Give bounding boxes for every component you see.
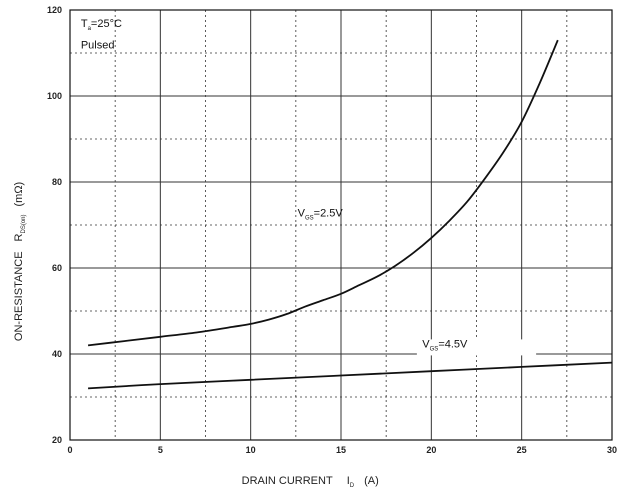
x-axis-title: DRAIN CURRENT ID (A) bbox=[242, 475, 379, 489]
condition-pulsed: Pulsed bbox=[81, 40, 115, 52]
condition-temperature: Ta=25°C bbox=[81, 18, 122, 32]
series-line-vgs-4-5v bbox=[88, 361, 613, 390]
x-tick-labels: 0 5 10 15 20 25 30 bbox=[67, 445, 617, 455]
series-label-vgs-2-5v: VGS=2.5V bbox=[298, 207, 344, 221]
series-label-vgs-4-5v: VGS=4.5V bbox=[422, 339, 468, 353]
x-tick-label: 15 bbox=[336, 445, 346, 455]
series-lines bbox=[87, 39, 613, 390]
x-tick-label: 0 bbox=[67, 445, 72, 455]
x-tick-label: 30 bbox=[607, 445, 617, 455]
y-tick-label: 120 bbox=[47, 5, 62, 15]
y-tick-label: 40 bbox=[52, 349, 62, 359]
y-tick-label: 80 bbox=[52, 177, 62, 187]
x-tick-label: 25 bbox=[517, 445, 527, 455]
y-axis-title: ON-RESISTANCERDS(on)(mΩ) bbox=[13, 182, 27, 341]
series-line-vgs-2-5v bbox=[87, 39, 559, 347]
x-tick-label: 10 bbox=[246, 445, 256, 455]
series-label-background bbox=[416, 339, 537, 356]
plot-frame bbox=[69, 9, 613, 441]
grid bbox=[70, 10, 612, 440]
y-tick-label: 100 bbox=[47, 91, 62, 101]
y-tick-labels: 20 40 60 80 100 120 bbox=[47, 5, 62, 445]
y-tick-label: 60 bbox=[52, 263, 62, 273]
x-tick-label: 5 bbox=[158, 445, 163, 455]
y-tick-label: 20 bbox=[52, 435, 62, 445]
x-tick-label: 20 bbox=[426, 445, 436, 455]
